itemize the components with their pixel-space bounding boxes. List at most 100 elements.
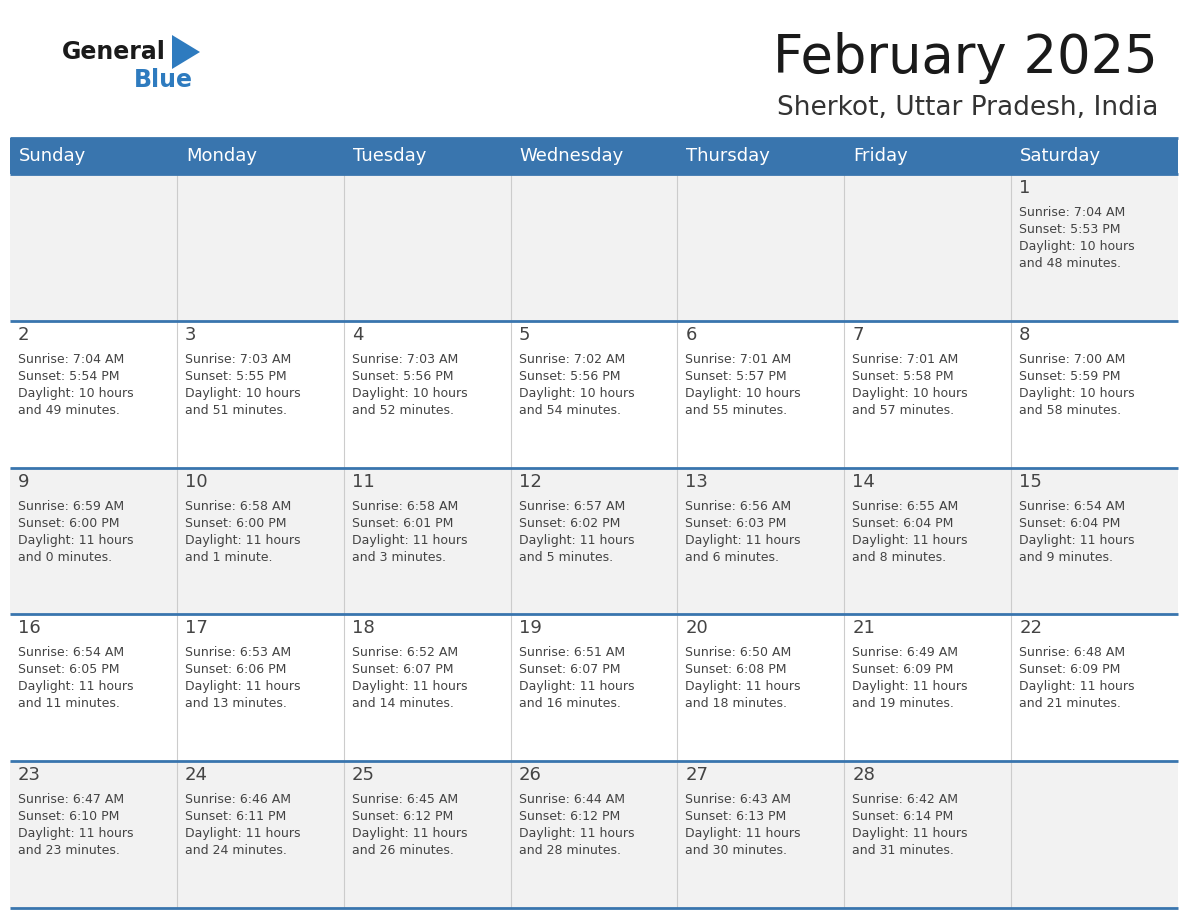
Text: Sunset: 6:14 PM: Sunset: 6:14 PM	[852, 811, 954, 823]
Bar	[177, 138, 343, 174]
Text: Sunrise: 6:49 AM: Sunrise: 6:49 AM	[852, 646, 959, 659]
Text: Daylight: 10 hours: Daylight: 10 hours	[852, 386, 968, 400]
Text: 24: 24	[185, 767, 208, 784]
Text: Sunrise: 6:48 AM: Sunrise: 6:48 AM	[1019, 646, 1125, 659]
Text: 14: 14	[852, 473, 876, 490]
Text: Sunrise: 7:00 AM: Sunrise: 7:00 AM	[1019, 353, 1125, 365]
Text: General: General	[62, 40, 166, 64]
Text: Sunset: 6:13 PM: Sunset: 6:13 PM	[685, 811, 786, 823]
Text: 10: 10	[185, 473, 208, 490]
Bar	[511, 138, 677, 174]
Text: Sunrise: 7:02 AM: Sunrise: 7:02 AM	[519, 353, 625, 365]
Text: Sunrise: 6:58 AM: Sunrise: 6:58 AM	[352, 499, 457, 512]
Text: Sunrise: 6:58 AM: Sunrise: 6:58 AM	[185, 499, 291, 512]
Text: Daylight: 11 hours: Daylight: 11 hours	[18, 827, 133, 840]
Text: Daylight: 10 hours: Daylight: 10 hours	[685, 386, 801, 400]
Text: Sunrise: 7:03 AM: Sunrise: 7:03 AM	[185, 353, 291, 365]
Text: Sunrise: 6:51 AM: Sunrise: 6:51 AM	[519, 646, 625, 659]
Text: Sunset: 5:55 PM: Sunset: 5:55 PM	[185, 370, 286, 383]
Text: Sunrise: 7:04 AM: Sunrise: 7:04 AM	[1019, 206, 1125, 219]
Text: Sunset: 6:07 PM: Sunset: 6:07 PM	[352, 664, 453, 677]
Text: and 54 minutes.: and 54 minutes.	[519, 404, 620, 417]
Bar	[10, 174, 1178, 320]
Text: 21: 21	[852, 620, 876, 637]
Text: and 18 minutes.: and 18 minutes.	[685, 698, 788, 711]
Text: Sunset: 6:11 PM: Sunset: 6:11 PM	[185, 811, 286, 823]
Text: and 13 minutes.: and 13 minutes.	[185, 698, 286, 711]
Text: Daylight: 11 hours: Daylight: 11 hours	[685, 533, 801, 546]
Text: 19: 19	[519, 620, 542, 637]
Text: Sherkot, Uttar Pradesh, India: Sherkot, Uttar Pradesh, India	[777, 95, 1158, 121]
Text: Sunset: 5:59 PM: Sunset: 5:59 PM	[1019, 370, 1120, 383]
Text: 11: 11	[352, 473, 374, 490]
Text: Sunset: 5:54 PM: Sunset: 5:54 PM	[18, 370, 120, 383]
Text: 27: 27	[685, 767, 708, 784]
Text: Sunset: 6:12 PM: Sunset: 6:12 PM	[352, 811, 453, 823]
Text: Sunrise: 7:03 AM: Sunrise: 7:03 AM	[352, 353, 457, 365]
Bar	[677, 138, 845, 174]
Text: Daylight: 11 hours: Daylight: 11 hours	[352, 680, 467, 693]
Text: Sunset: 6:03 PM: Sunset: 6:03 PM	[685, 517, 786, 530]
Text: 28: 28	[852, 767, 876, 784]
Text: and 16 minutes.: and 16 minutes.	[519, 698, 620, 711]
Text: Daylight: 10 hours: Daylight: 10 hours	[1019, 240, 1135, 253]
Text: 23: 23	[18, 767, 42, 784]
Text: Daylight: 10 hours: Daylight: 10 hours	[185, 386, 301, 400]
Text: and 51 minutes.: and 51 minutes.	[185, 404, 286, 417]
Bar	[845, 138, 1011, 174]
Text: Sunday: Sunday	[19, 147, 87, 165]
Text: 3: 3	[185, 326, 196, 344]
Text: Sunrise: 6:54 AM: Sunrise: 6:54 AM	[18, 646, 124, 659]
Text: 13: 13	[685, 473, 708, 490]
Text: Sunset: 6:06 PM: Sunset: 6:06 PM	[185, 664, 286, 677]
Text: 9: 9	[18, 473, 30, 490]
Text: Sunset: 6:12 PM: Sunset: 6:12 PM	[519, 811, 620, 823]
Text: Sunrise: 6:47 AM: Sunrise: 6:47 AM	[18, 793, 124, 806]
Text: and 52 minutes.: and 52 minutes.	[352, 404, 454, 417]
Text: 7: 7	[852, 326, 864, 344]
Text: Sunset: 6:04 PM: Sunset: 6:04 PM	[852, 517, 954, 530]
Text: 1: 1	[1019, 179, 1030, 197]
Text: Sunrise: 6:42 AM: Sunrise: 6:42 AM	[852, 793, 959, 806]
Text: Sunrise: 6:50 AM: Sunrise: 6:50 AM	[685, 646, 791, 659]
Text: and 5 minutes.: and 5 minutes.	[519, 551, 613, 564]
Text: Sunset: 6:01 PM: Sunset: 6:01 PM	[352, 517, 453, 530]
Text: Sunrise: 6:44 AM: Sunrise: 6:44 AM	[519, 793, 625, 806]
Text: Sunset: 5:57 PM: Sunset: 5:57 PM	[685, 370, 788, 383]
Text: and 3 minutes.: and 3 minutes.	[352, 551, 446, 564]
Text: Sunrise: 6:46 AM: Sunrise: 6:46 AM	[185, 793, 291, 806]
Text: Daylight: 11 hours: Daylight: 11 hours	[519, 533, 634, 546]
Text: February 2025: February 2025	[773, 32, 1158, 84]
Text: and 0 minutes.: and 0 minutes.	[18, 551, 112, 564]
Text: and 30 minutes.: and 30 minutes.	[685, 845, 788, 857]
Text: Daylight: 11 hours: Daylight: 11 hours	[352, 827, 467, 840]
Text: 4: 4	[352, 326, 364, 344]
Text: and 58 minutes.: and 58 minutes.	[1019, 404, 1121, 417]
Text: Sunrise: 7:01 AM: Sunrise: 7:01 AM	[685, 353, 791, 365]
Text: Sunset: 6:10 PM: Sunset: 6:10 PM	[18, 811, 119, 823]
Text: Daylight: 11 hours: Daylight: 11 hours	[852, 827, 968, 840]
Text: Daylight: 10 hours: Daylight: 10 hours	[1019, 386, 1135, 400]
Text: Sunrise: 6:52 AM: Sunrise: 6:52 AM	[352, 646, 457, 659]
Text: and 14 minutes.: and 14 minutes.	[352, 698, 454, 711]
Text: Tuesday: Tuesday	[353, 147, 426, 165]
Text: and 8 minutes.: and 8 minutes.	[852, 551, 947, 564]
Text: Sunrise: 6:45 AM: Sunrise: 6:45 AM	[352, 793, 457, 806]
Text: Sunset: 6:04 PM: Sunset: 6:04 PM	[1019, 517, 1120, 530]
Text: Blue: Blue	[134, 68, 192, 92]
Text: Daylight: 11 hours: Daylight: 11 hours	[852, 533, 968, 546]
Text: 26: 26	[519, 767, 542, 784]
Text: and 55 minutes.: and 55 minutes.	[685, 404, 788, 417]
Text: Sunset: 5:56 PM: Sunset: 5:56 PM	[352, 370, 453, 383]
Text: Daylight: 11 hours: Daylight: 11 hours	[352, 533, 467, 546]
Text: Daylight: 11 hours: Daylight: 11 hours	[685, 680, 801, 693]
Text: Sunrise: 6:53 AM: Sunrise: 6:53 AM	[185, 646, 291, 659]
Text: Monday: Monday	[185, 147, 257, 165]
Text: and 6 minutes.: and 6 minutes.	[685, 551, 779, 564]
Text: Sunset: 6:09 PM: Sunset: 6:09 PM	[1019, 664, 1120, 677]
Text: Sunset: 6:00 PM: Sunset: 6:00 PM	[185, 517, 286, 530]
Text: 22: 22	[1019, 620, 1042, 637]
Text: 2: 2	[18, 326, 30, 344]
Text: and 28 minutes.: and 28 minutes.	[519, 845, 620, 857]
Text: Daylight: 10 hours: Daylight: 10 hours	[18, 386, 133, 400]
